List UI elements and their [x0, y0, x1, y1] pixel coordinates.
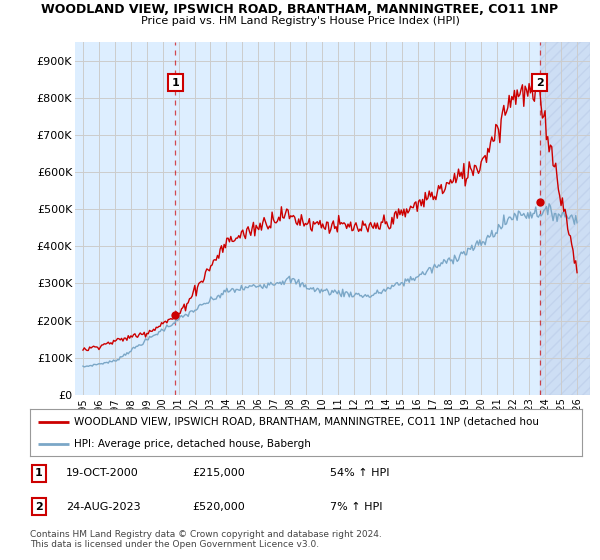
Text: WOODLAND VIEW, IPSWICH ROAD, BRANTHAM, MANNINGTREE, CO11 1NP (detached hou: WOODLAND VIEW, IPSWICH ROAD, BRANTHAM, M… — [74, 417, 539, 427]
Text: 7% ↑ HPI: 7% ↑ HPI — [330, 502, 383, 512]
Text: 24-AUG-2023: 24-AUG-2023 — [66, 502, 140, 512]
Text: 1: 1 — [35, 468, 43, 478]
Bar — [539, 42, 590, 395]
Text: WOODLAND VIEW, IPSWICH ROAD, BRANTHAM, MANNINGTREE, CO11 1NP: WOODLAND VIEW, IPSWICH ROAD, BRANTHAM, M… — [41, 3, 559, 16]
Text: 54% ↑ HPI: 54% ↑ HPI — [330, 468, 389, 478]
Text: 2: 2 — [35, 502, 43, 512]
Text: HPI: Average price, detached house, Babergh: HPI: Average price, detached house, Babe… — [74, 438, 311, 449]
Text: 1: 1 — [172, 78, 179, 88]
Text: This data is licensed under the Open Government Licence v3.0.: This data is licensed under the Open Gov… — [30, 540, 319, 549]
Text: Contains HM Land Registry data © Crown copyright and database right 2024.: Contains HM Land Registry data © Crown c… — [30, 530, 382, 539]
Text: £520,000: £520,000 — [192, 502, 245, 512]
Text: 19-OCT-2000: 19-OCT-2000 — [66, 468, 139, 478]
Text: £215,000: £215,000 — [192, 468, 245, 478]
Text: Price paid vs. HM Land Registry's House Price Index (HPI): Price paid vs. HM Land Registry's House … — [140, 16, 460, 26]
Text: 2: 2 — [536, 78, 544, 88]
